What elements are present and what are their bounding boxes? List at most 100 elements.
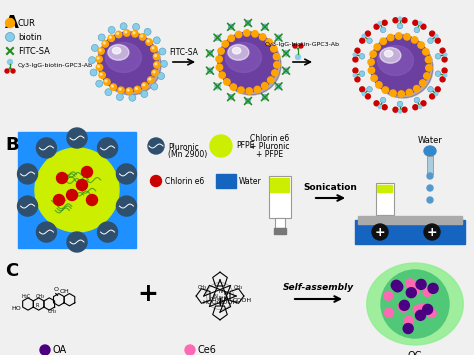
Text: Self-assembly: Self-assembly (283, 283, 354, 292)
Circle shape (272, 70, 278, 76)
Circle shape (444, 74, 447, 77)
Circle shape (404, 34, 410, 40)
Circle shape (399, 301, 408, 310)
Circle shape (159, 48, 166, 55)
Bar (355, 220, 465, 244)
Ellipse shape (377, 45, 413, 76)
Text: HOOC: HOOC (202, 300, 221, 305)
Circle shape (370, 51, 376, 57)
Circle shape (151, 83, 158, 90)
Circle shape (374, 101, 379, 106)
Circle shape (228, 94, 234, 100)
Circle shape (216, 56, 222, 62)
Circle shape (133, 23, 140, 31)
Circle shape (404, 316, 413, 325)
Text: CH₃: CH₃ (36, 294, 45, 299)
Circle shape (273, 54, 280, 60)
Circle shape (424, 73, 430, 79)
Text: R: R (36, 303, 39, 308)
Circle shape (111, 85, 113, 87)
Circle shape (353, 57, 358, 62)
Circle shape (110, 84, 117, 90)
Circle shape (105, 89, 112, 96)
Circle shape (414, 97, 419, 103)
Circle shape (219, 72, 225, 78)
Circle shape (6, 18, 15, 27)
Circle shape (99, 49, 101, 51)
Circle shape (218, 32, 278, 92)
Text: CUR: CUR (18, 19, 36, 28)
Circle shape (98, 48, 104, 54)
Circle shape (427, 185, 433, 191)
Circle shape (102, 41, 109, 47)
Circle shape (108, 26, 115, 33)
Circle shape (207, 68, 213, 73)
Circle shape (141, 35, 143, 37)
Bar (269, 176, 291, 218)
Ellipse shape (108, 45, 129, 60)
Circle shape (403, 323, 413, 333)
Circle shape (380, 27, 386, 33)
Text: Ce6: Ce6 (198, 345, 217, 355)
Circle shape (98, 222, 118, 242)
Circle shape (207, 50, 213, 56)
Bar (358, 216, 462, 224)
Circle shape (98, 34, 105, 41)
Text: FITC-SA: FITC-SA (170, 48, 199, 57)
Circle shape (271, 45, 277, 52)
Circle shape (293, 44, 297, 48)
Text: COOH: COOH (219, 300, 237, 305)
Circle shape (125, 31, 127, 33)
Circle shape (398, 91, 404, 97)
Circle shape (119, 88, 121, 90)
Circle shape (376, 82, 382, 88)
Circle shape (413, 305, 422, 314)
Circle shape (392, 282, 403, 292)
Circle shape (400, 300, 410, 310)
Ellipse shape (380, 48, 401, 63)
Circle shape (393, 107, 398, 112)
Circle shape (67, 232, 87, 252)
Circle shape (161, 60, 167, 67)
Circle shape (419, 22, 422, 24)
Circle shape (442, 57, 447, 62)
Text: + Pluronic: + Pluronic (250, 142, 290, 151)
Circle shape (151, 175, 162, 186)
Circle shape (384, 308, 393, 317)
Circle shape (36, 222, 56, 242)
Circle shape (353, 53, 356, 56)
Text: CH₃: CH₃ (48, 309, 57, 314)
Text: H₃C: H₃C (22, 294, 31, 299)
Text: O: O (53, 287, 58, 292)
Circle shape (421, 101, 426, 106)
Circle shape (262, 24, 268, 30)
Circle shape (359, 71, 365, 76)
Circle shape (128, 89, 129, 91)
Circle shape (155, 63, 157, 65)
Circle shape (18, 196, 37, 216)
Circle shape (118, 87, 124, 93)
Circle shape (228, 24, 234, 30)
Circle shape (295, 55, 301, 60)
Circle shape (36, 138, 56, 158)
Circle shape (91, 44, 99, 51)
Circle shape (117, 94, 123, 100)
Circle shape (154, 62, 160, 68)
Text: FITC-SA: FITC-SA (18, 47, 50, 56)
Text: COOH: COOH (233, 298, 252, 303)
Circle shape (360, 87, 365, 92)
Text: OH: OH (60, 289, 70, 294)
Circle shape (259, 34, 266, 40)
Circle shape (54, 195, 64, 206)
Circle shape (67, 128, 87, 148)
Circle shape (153, 37, 160, 44)
Circle shape (276, 83, 281, 89)
Bar (376, 183, 394, 215)
Bar (379, 225, 391, 231)
Circle shape (126, 88, 132, 94)
Circle shape (134, 86, 141, 93)
Circle shape (368, 67, 374, 73)
Circle shape (425, 56, 432, 63)
Circle shape (387, 34, 394, 41)
Circle shape (367, 87, 372, 92)
